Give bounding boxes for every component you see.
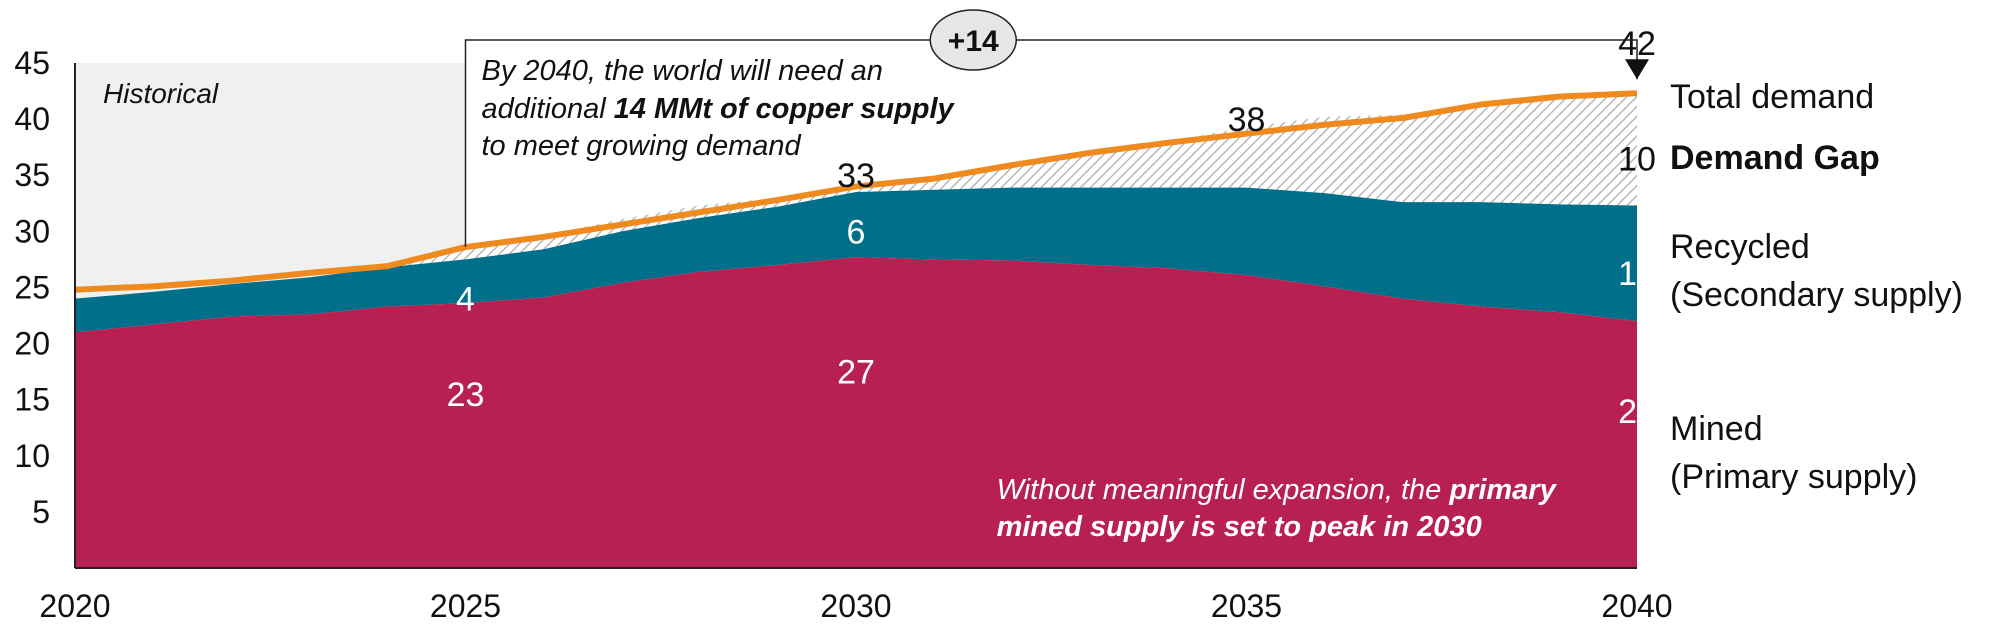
gap-badge — [929, 9, 1017, 71]
y-tick-label: 5 — [32, 494, 50, 530]
y-tick-label: 25 — [14, 269, 50, 305]
value-label: 10 — [1618, 140, 1656, 178]
x-tick-label: 2025 — [430, 588, 501, 624]
x-tick-label: 2030 — [820, 588, 891, 624]
x-tick-label: 2040 — [1601, 588, 1672, 624]
y-tick-label: 30 — [14, 213, 50, 249]
value-label: 38 — [1228, 101, 1266, 139]
value-label: 23 — [447, 376, 485, 414]
series-mined-area — [75, 257, 1637, 568]
y-tick-labels: 5 10 15 20 25 30 35 40 45 — [14, 45, 50, 530]
annotation-mined-line1: Without meaningful expansion, the — [997, 474, 1450, 506]
gap-badge-label: +14 — [948, 25, 999, 58]
annotation-demand-line1: By 2040, the world will need an — [482, 55, 883, 87]
y-tick-label: 35 — [14, 157, 50, 193]
legend-entry: Total demand — [1670, 78, 1874, 116]
value-label: 27 — [837, 354, 875, 392]
legend-entry: (Secondary supply) — [1670, 276, 1963, 314]
x-tick-label: 2035 — [1211, 588, 1282, 624]
legend: Mined (Primary supply) Recycled (Secondary … — [1670, 78, 1963, 496]
total-demand-line — [74, 90, 1638, 293]
annotation-demand: By 2040, the world will need an addition… — [482, 55, 962, 162]
legend-entry: (Primary supply) — [1670, 458, 1917, 496]
annotation-mined-peak: Without meaningful expansion, the primar… — [997, 474, 1564, 543]
x-tick-labels: 2020 2025 2030 2035 2040 — [39, 588, 1672, 624]
legend-entry: Mined — [1670, 410, 1763, 448]
annotation-demand-line3: to meet growing demand — [482, 130, 802, 162]
y-tick-label: 15 — [14, 382, 50, 418]
annotation-mined-emphasis2: mined supply is set to peak in 2030 — [997, 511, 1482, 543]
series-recycled-area — [75, 187, 1637, 333]
arrow-down-icon — [1625, 59, 1649, 80]
value-label: 10 — [1618, 255, 1656, 293]
value-label: 22 — [1618, 393, 1656, 431]
value-label: 4 — [456, 281, 475, 319]
annotation-demand-line2: additional — [482, 93, 614, 125]
value-label: 6 — [847, 213, 866, 251]
x-tick-label: 2020 — [39, 588, 110, 624]
y-tick-label: 10 — [14, 438, 50, 474]
annotation-demand-emphasis: 14 MMt of copper supply — [614, 93, 956, 125]
value-label: 33 — [837, 157, 875, 195]
legend-entry: Recycled — [1670, 228, 1810, 266]
y-tick-label: 40 — [14, 101, 50, 137]
y-tick-label: 45 — [14, 45, 50, 81]
legend-entry: Demand Gap — [1670, 139, 1880, 177]
annotation-mined-emphasis1: primary — [1448, 474, 1557, 506]
historical-label: Historical — [103, 78, 219, 109]
y-tick-label: 20 — [14, 326, 50, 362]
